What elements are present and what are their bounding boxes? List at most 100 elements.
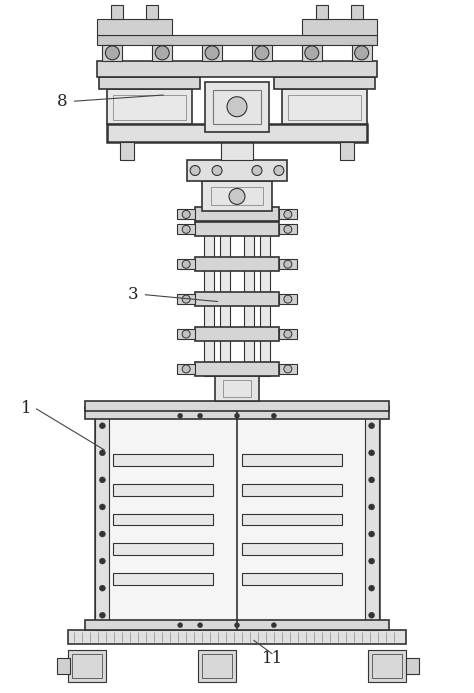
Bar [279,225,297,234]
Circle shape [274,166,284,175]
Bar [152,45,172,61]
Bar [372,654,401,678]
Bar [98,35,376,45]
Bar [85,620,389,630]
Bar [242,484,342,495]
Circle shape [355,46,369,60]
Circle shape [100,558,105,564]
Bar [316,5,328,19]
Bar [111,5,123,19]
Bar [279,259,297,269]
Bar [279,209,297,220]
Bar [113,454,213,466]
Bar [282,89,366,123]
Circle shape [198,413,202,419]
Circle shape [100,423,105,429]
Bar [195,222,279,236]
Circle shape [284,295,292,303]
Circle shape [100,585,105,591]
Text: 3: 3 [128,286,138,303]
Bar [146,5,158,19]
Circle shape [284,330,292,338]
Bar [98,19,172,35]
Bar [195,207,279,221]
Circle shape [212,166,222,175]
Circle shape [369,612,374,618]
Circle shape [178,623,182,628]
Circle shape [182,225,190,234]
Bar [302,19,376,35]
Bar [260,211,270,376]
Bar [202,182,272,211]
Bar [202,45,222,61]
Bar [98,61,376,77]
Bar [113,514,213,525]
Circle shape [182,330,190,338]
Bar [211,188,263,205]
Bar [368,650,405,682]
Bar [195,327,279,341]
Circle shape [272,623,276,628]
Bar [177,209,195,220]
Bar [95,411,109,630]
Bar [340,141,354,159]
Bar [279,329,297,339]
Circle shape [305,46,319,60]
Circle shape [369,585,374,591]
Bar [242,543,342,555]
Bar [195,362,279,376]
Bar [113,95,186,120]
Circle shape [182,295,190,303]
Bar [223,380,251,397]
Bar [195,257,279,271]
Bar [73,654,102,678]
Circle shape [182,365,190,373]
Circle shape [100,612,105,618]
Bar [195,292,279,306]
Bar [242,454,342,466]
Bar [279,364,297,374]
Bar [405,658,419,674]
Bar [69,630,405,644]
Bar [85,407,389,419]
Circle shape [155,46,169,60]
Circle shape [284,225,292,234]
Text: 1: 1 [21,400,32,417]
Bar [202,654,232,678]
Circle shape [272,413,276,419]
Bar [85,401,389,411]
Circle shape [100,531,105,537]
Text: 11: 11 [262,650,283,667]
Bar [177,225,195,234]
Bar [365,411,379,630]
Bar [177,294,195,304]
Bar [288,95,361,120]
Circle shape [369,558,374,564]
Circle shape [100,504,105,510]
Bar [213,90,261,123]
Bar [302,45,322,61]
Circle shape [229,188,245,204]
Bar [220,211,230,376]
Text: 8: 8 [57,93,67,109]
Circle shape [369,450,374,456]
Circle shape [100,477,105,483]
Circle shape [235,413,239,419]
Bar [351,5,363,19]
Circle shape [182,261,190,268]
Bar [187,159,287,182]
Bar [120,141,134,159]
Bar [113,573,213,586]
Bar [279,294,297,304]
Circle shape [178,413,182,419]
Circle shape [252,166,262,175]
Bar [113,484,213,495]
Bar [102,45,122,61]
Bar [244,211,254,376]
Circle shape [369,423,374,429]
Bar [56,658,71,674]
Bar [205,82,269,132]
Circle shape [227,97,247,116]
Bar [95,411,379,630]
Bar [215,376,259,401]
